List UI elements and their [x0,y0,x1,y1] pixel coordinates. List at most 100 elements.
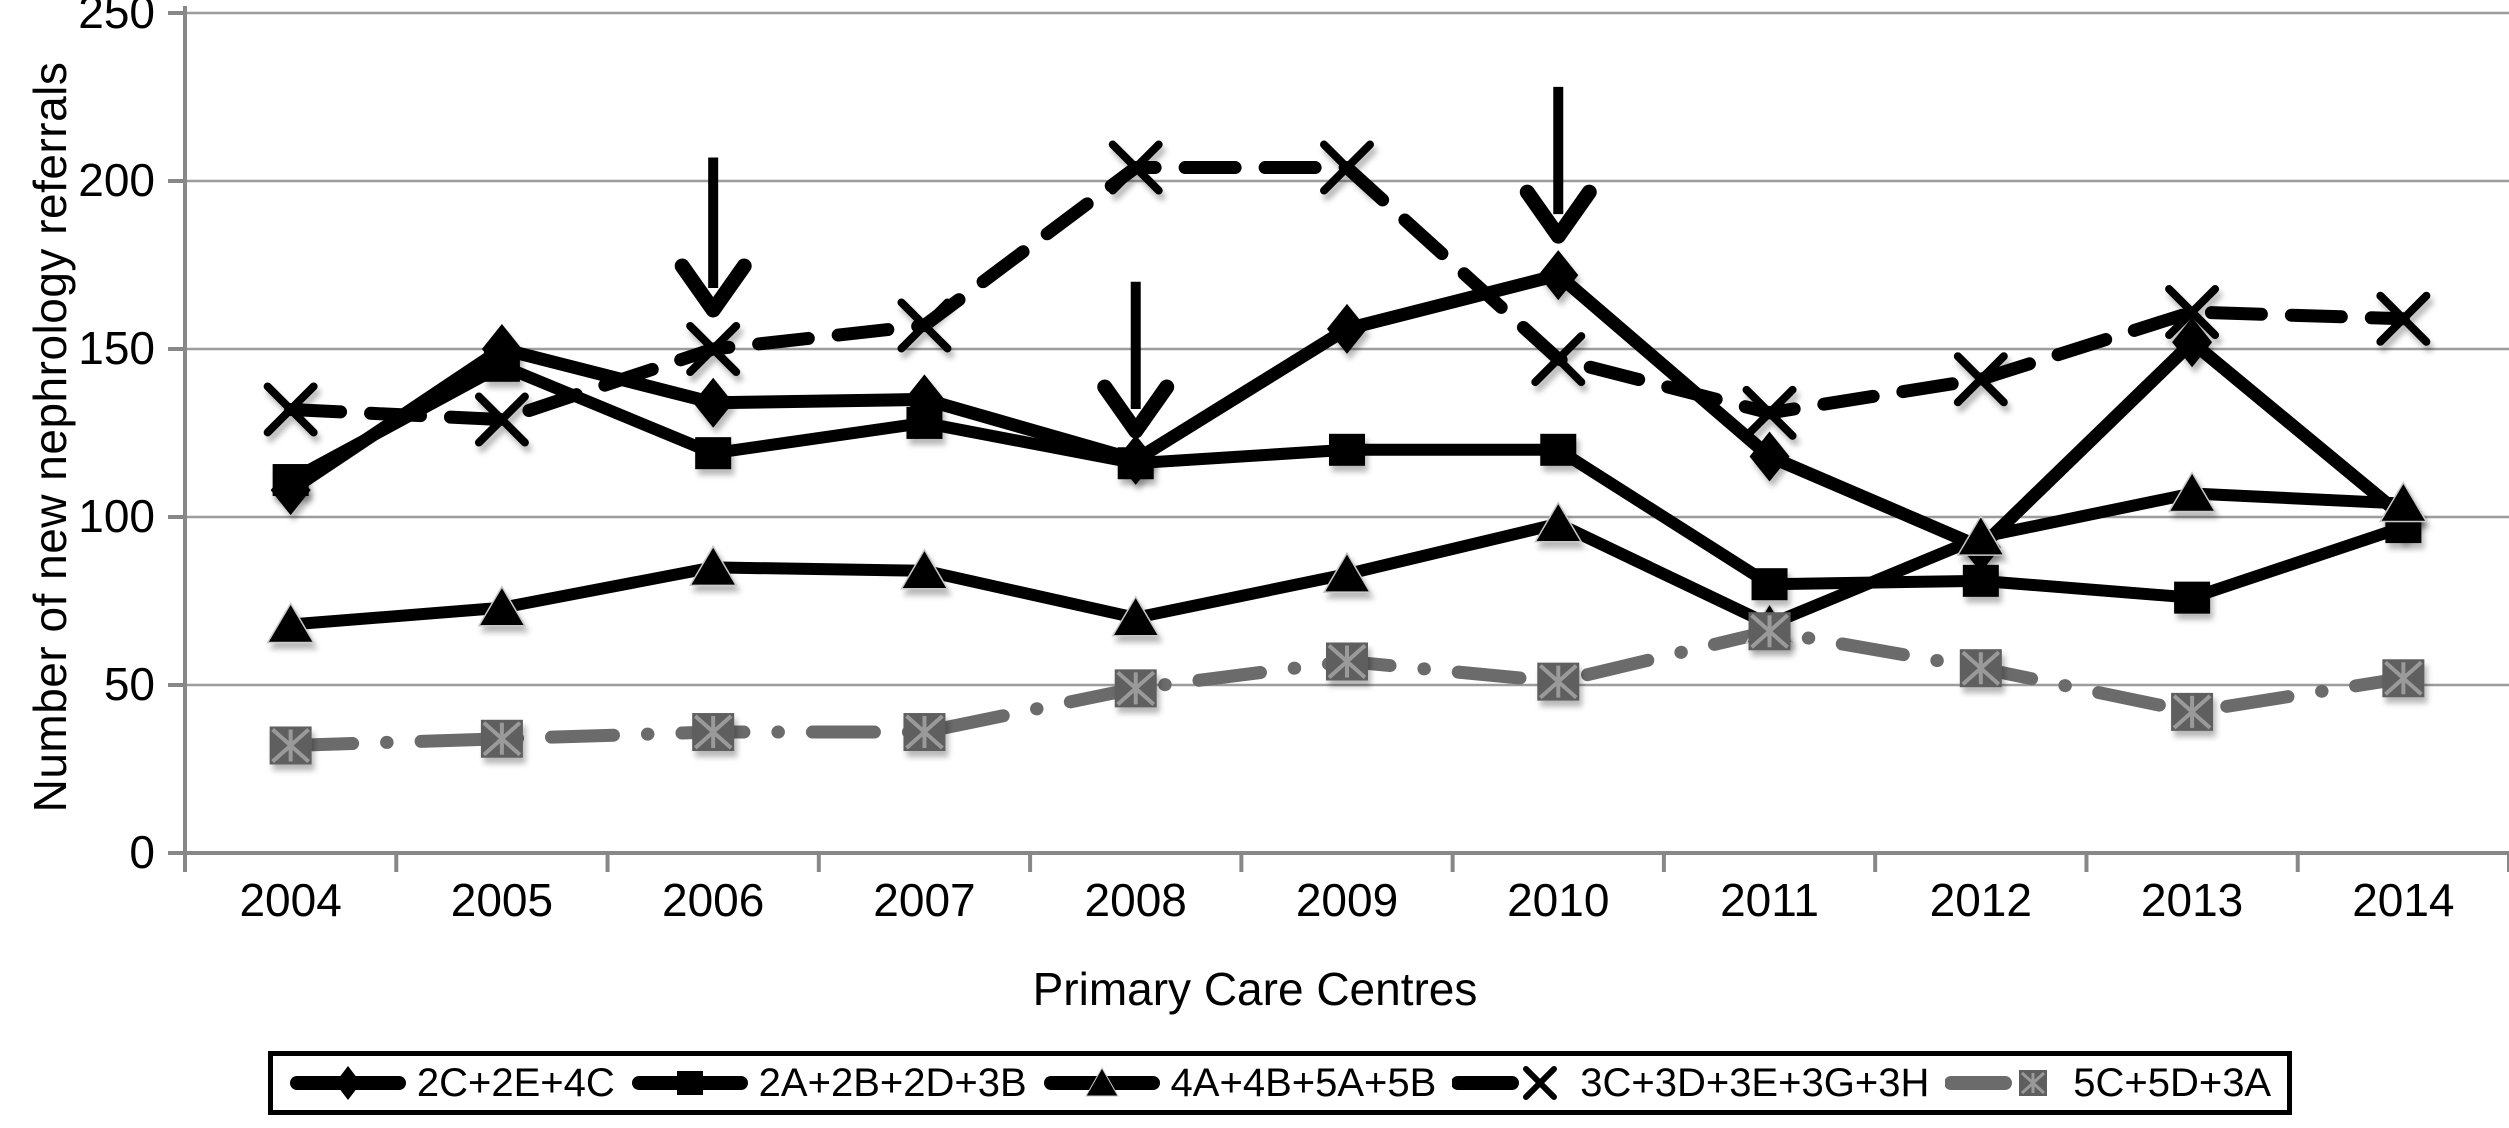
square-marker-shape [1540,433,1577,466]
x-marker-shape [897,298,952,353]
x-tick-label: 2004 [239,874,341,926]
legend-entry: 3C+3D+3E+3G+3H [1452,1060,1929,1106]
x-marker-shape [1320,140,1374,195]
boxed-x-marker-icon [1959,649,2002,688]
triangle-marker-shape [900,548,949,590]
square-marker-icon [1329,433,1365,466]
arrow-head-icon [674,258,752,318]
diamond-marker-icon [693,377,734,428]
boxed-x-marker-shape [1961,650,2001,686]
triangle-marker-shape [1956,514,2006,556]
x-marker-shape [1953,352,2008,407]
legend-sample-shape [1523,1066,1558,1100]
legend-diamond-sample-icon [289,1066,406,1100]
legend-boxed-x-sample-icon [1945,1070,2048,1096]
boxed-x-marker-icon [1748,612,1791,651]
x-tick-label: 2007 [873,874,975,926]
x-marker-icon [474,392,529,447]
boxed-x-marker-icon [1537,662,1580,701]
x-tick-label: 2011 [1720,874,1819,926]
legend-entry: 2C+2E+4C [289,1060,615,1106]
legend-entry-label: 2A+2B+2D+3B [758,1060,1027,1105]
square-marker-icon [2174,581,2211,614]
triangle-marker-shape [688,544,738,587]
x-marker-shape [474,392,529,447]
y-tick-label: 0 [129,826,155,878]
boxed-x-marker-icon [269,726,312,765]
diamond-marker-icon [1538,250,1579,301]
boxed-x-marker-shape [2172,694,2212,730]
square-marker-icon [906,406,943,439]
boxed-x-marker-shape [1750,613,1789,649]
x-tick-label: 2005 [451,874,553,926]
diamond-marker-shape [2172,317,2213,368]
y-tick-label: 200 [78,154,155,206]
triangle-marker-shape [1533,501,1583,543]
legend-entry-label: 2C+2E+4C [416,1060,615,1105]
y-tick-label: 100 [78,490,155,542]
diamond-marker-icon [1327,303,1367,354]
diamond-marker-shape [1538,250,1579,301]
legend-square-sample-icon [631,1071,748,1095]
legend-sample-shape [2021,1071,2046,1095]
x-tick-label: 2010 [1507,874,1609,926]
triangle-marker-shape [266,602,315,644]
triangle-marker-shape [2379,481,2428,523]
diamond-marker-shape [693,377,734,428]
square-marker-shape [272,464,309,497]
series-line-3C+3D+3E+3G+3H [284,161,2410,427]
legend: 2C+2E+4C 2A+2B+2D+3B 4A+4B+5A+5B 3C+3D+3E+3… [268,1051,2292,1115]
triangle-marker-icon [2167,471,2217,513]
y-tick-label: 150 [78,322,155,374]
boxed-x-marker-shape [1327,643,1367,679]
square-marker-shape [2174,581,2211,614]
triangle-marker-icon [900,548,949,590]
triangle-marker-icon [477,585,527,627]
square-marker-shape [695,437,732,470]
x-tick-label: 2014 [2352,874,2454,926]
square-marker-shape [1751,568,1788,601]
diamond-marker-shape [1749,431,1790,482]
diamond-marker-icon [2172,317,2213,368]
triangle-marker-icon [2379,481,2428,523]
boxed-x-marker-icon [480,719,523,758]
square-marker-shape [1962,564,1999,597]
square-marker-icon [1751,568,1788,601]
x-tick-label: 2006 [662,874,764,926]
boxed-x-marker-shape [1116,670,1156,706]
x-marker-shape [1108,140,1163,195]
legend-x-sample-icon [1452,1066,1558,1100]
legend-entry-label: 5C+5D+3A [2073,1060,2272,1105]
square-marker-shape [1329,433,1365,466]
boxed-x-marker-icon [2382,659,2425,698]
square-marker-icon [1962,564,1999,597]
diamond-marker-icon [1749,431,1790,482]
diamond-marker-shape [1327,303,1367,354]
square-marker-shape [1117,447,1154,480]
boxed-x-marker-shape [271,727,310,763]
legend-entry-label: 3C+3D+3E+3G+3H [1580,1060,1930,1105]
x-marker-shape [1742,385,1797,440]
x-marker-icon [263,382,318,437]
triangle-marker-shape [1322,551,1372,593]
x-tick-label: 2008 [1085,874,1187,926]
x-marker-icon [1742,385,1797,440]
square-marker-icon [695,437,732,470]
square-marker-shape [906,406,943,439]
triangle-marker-icon [266,602,315,644]
legend-entry: 5C+5D+3A [1945,1060,2271,1106]
x-tick-label: 2009 [1296,874,1398,926]
boxed-x-marker-icon [1326,642,1368,681]
boxed-x-marker-shape [905,714,944,750]
boxed-x-marker-shape [1538,664,1578,700]
triangle-marker-icon [688,544,738,587]
boxed-x-marker-shape [693,714,733,750]
triangle-marker-shape [2167,471,2217,513]
triangle-marker-icon [1322,551,1372,593]
legend-entry: 2A+2B+2D+3B [631,1060,1027,1106]
square-marker-icon [1117,447,1154,480]
x-marker-icon [1320,140,1374,195]
triangle-marker-icon [1111,595,1161,637]
